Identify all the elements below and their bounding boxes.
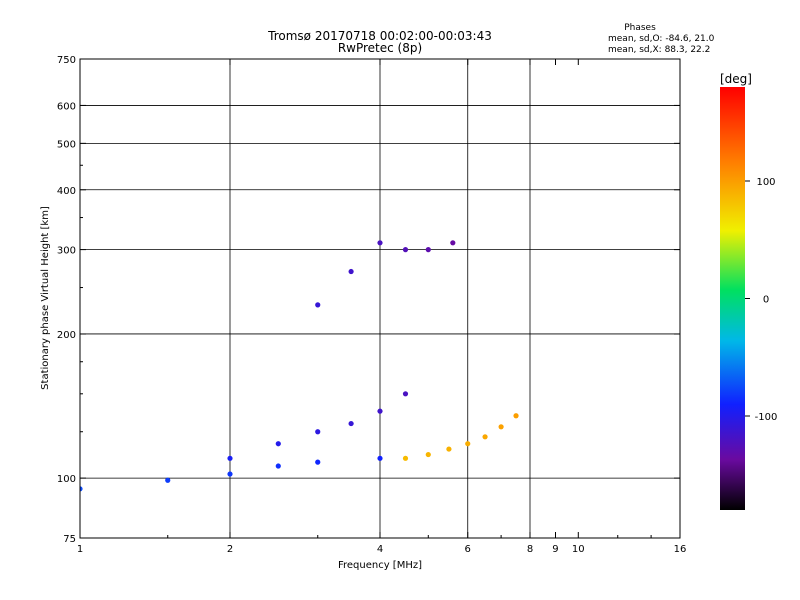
data-point: F1 O trace xyxy=(227,455,233,461)
y-tick-label: 75 xyxy=(63,534,76,545)
y-tick-label: 500 xyxy=(57,139,76,150)
colorbar xyxy=(720,87,745,510)
x-tick-label: 2 xyxy=(227,544,233,555)
stats-o-mode: mean, sd,O: -84.6, 21.0 xyxy=(608,34,715,44)
x-tick-label: 10 xyxy=(572,544,585,555)
data-point: F2 O trace xyxy=(402,247,409,253)
data-point: F1 O trace xyxy=(402,391,409,397)
colorbar-label: [deg] xyxy=(720,72,752,86)
data-point: F1 O trace xyxy=(275,441,281,447)
stats-x-mode: mean, sd,X: 88.3, 22.2 xyxy=(608,45,710,55)
data-point: E-layer trace xyxy=(275,463,281,469)
data-point: X-mode trace xyxy=(465,441,471,447)
data-point: E-layer trace xyxy=(377,455,383,461)
stats-title: Phases xyxy=(624,23,656,33)
x-tick-label: 6 xyxy=(465,544,471,555)
data-point: F1 O trace xyxy=(377,408,383,414)
data-point: X-mode trace xyxy=(513,413,519,419)
data-point: F2 O trace xyxy=(450,240,456,246)
data-point: F2 O trace xyxy=(315,302,321,308)
data-point: E-layer trace xyxy=(227,471,233,477)
x-tick-label: 8 xyxy=(527,544,533,555)
colorbar-tick-label: -100 xyxy=(755,412,778,423)
colorbar-tick-label: 0 xyxy=(763,295,769,306)
y-tick-label: 400 xyxy=(57,186,76,197)
colorbar-ticks: 100 0 -100 xyxy=(745,177,777,423)
data-point: F1 O trace xyxy=(315,429,321,435)
y-tick-label: 750 xyxy=(57,55,76,66)
y-tick-label: 200 xyxy=(57,330,76,341)
chart-subtitle: RwPretec (8p) xyxy=(338,41,422,55)
x-tick-label: 4 xyxy=(377,544,383,555)
grid-lines xyxy=(80,59,680,538)
y-tick-label: 600 xyxy=(57,101,76,112)
y-tick-label: 100 xyxy=(57,474,76,485)
data-point: E-layer trace xyxy=(165,477,171,483)
data-point: F2 O trace xyxy=(377,240,383,246)
chart-title: Tromsø 20170718 00:02:00-00:03:43 xyxy=(267,29,492,43)
x-axis-label: Frequency [MHz] xyxy=(338,560,422,571)
data-point: X-mode trace xyxy=(425,451,431,458)
data-point: F2 O trace xyxy=(348,268,354,275)
y-axis-label: Stationary phase Virtual Height [km] xyxy=(40,206,51,390)
data-point: X-mode trace xyxy=(498,424,504,430)
data-point: E-layer trace xyxy=(315,459,321,465)
data-point: E-layer trace xyxy=(80,486,83,492)
x-tick-label: 1 xyxy=(77,544,83,555)
y-axis-ticks: 75 100 200 300 400 500 600 750 xyxy=(57,55,680,545)
x-axis-ticks: 1 2 4 6 8 9 10 16 xyxy=(77,59,687,555)
data-points: E-layer trace E-layer trace E-layer trace E… xyxy=(80,240,519,492)
data-point: X-mode trace xyxy=(402,455,409,461)
data-point: F1 O trace xyxy=(348,420,354,427)
data-point: F2 O trace xyxy=(425,247,431,253)
x-tick-label: 9 xyxy=(552,544,558,555)
x-tick-label: 16 xyxy=(674,544,687,555)
data-point: X-mode trace xyxy=(482,434,488,440)
y-tick-label: 300 xyxy=(57,246,76,257)
colorbar-tick-label: 100 xyxy=(756,177,775,188)
data-point: X-mode trace xyxy=(446,446,452,452)
